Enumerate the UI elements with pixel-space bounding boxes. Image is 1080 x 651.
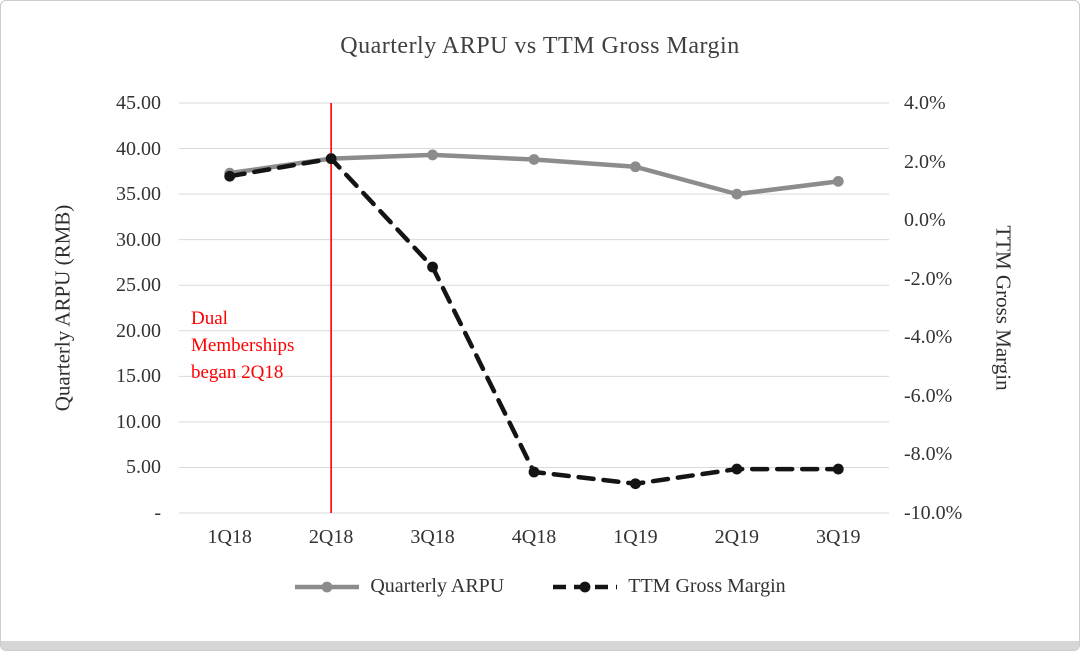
right-tick-label: -6.0% [904, 384, 953, 407]
x-tick-label: 1Q19 [613, 526, 658, 548]
data-point-marker [832, 463, 844, 475]
annotation-dual-memberships: Dual Memberships began 2Q18 [191, 305, 294, 386]
legend-label: TTM Gross Margin [628, 575, 786, 597]
right-tick-label: 2.0% [904, 150, 946, 173]
right-tick-label: 4.0% [904, 92, 946, 114]
annotation-line: began 2Q18 [191, 362, 284, 383]
data-point-marker [630, 161, 641, 173]
gridlines [179, 102, 889, 514]
ttm-gross-margin-series [224, 153, 844, 490]
bottom-bar [1, 641, 1079, 650]
data-point-marker [630, 478, 641, 490]
x-tick-label: 2Q19 [714, 526, 760, 548]
annotation-line: Memberships [191, 335, 295, 356]
left-tick-label: 5.00 [126, 456, 161, 479]
left-tick-label: 35.00 [116, 183, 161, 206]
legend-item: TTM Gross Margin [552, 575, 786, 598]
right-tick-label: -4.0% [904, 326, 953, 349]
left-tick-label: 45.00 [116, 92, 161, 114]
legend-line-sample-icon [553, 581, 618, 592]
data-point-marker [427, 261, 438, 273]
x-tick-label: 3Q18 [410, 526, 455, 548]
right-tick-label: -2.0% [904, 267, 953, 290]
data-point-marker [427, 149, 438, 161]
x-tick-label: 1Q18 [207, 526, 252, 548]
x-tick-label: 4Q18 [511, 526, 557, 548]
left-tick-label: 15.00 [116, 365, 161, 388]
left-tick-label: 30.00 [116, 228, 161, 251]
data-point-marker [731, 188, 743, 200]
annotation-line: Dual [191, 308, 228, 329]
right-tick-label: -10.0% [904, 502, 963, 524]
right-tick-label: 0.0% [904, 209, 946, 232]
left-tick-label: 40.00 [116, 137, 161, 160]
x-tick-label: 3Q19 [816, 526, 861, 548]
legend: Quarterly ARPU TTM Gross Margin [1, 575, 1079, 598]
legend-line-sample-icon [295, 581, 360, 592]
left-tick-label: 10.00 [116, 410, 161, 433]
data-point-marker [528, 466, 540, 478]
legend-label: Quarterly ARPU [370, 575, 505, 597]
chart-title: Quarterly ARPU vs TTM Gross Margin [340, 33, 740, 59]
quarterly-arpu-series [224, 149, 844, 200]
data-point-marker [731, 463, 743, 475]
data-point-marker [325, 153, 337, 165]
right-tick-label: -8.0% [904, 443, 953, 466]
left-tick-label: 20.00 [116, 319, 161, 342]
data-point-marker [528, 154, 540, 165]
legend-item: Quarterly ARPU [294, 575, 504, 598]
left-tick-label: - [154, 502, 161, 524]
data-point-marker [224, 170, 236, 182]
data-point-marker [832, 175, 844, 187]
left-tick-label: 25.00 [116, 274, 161, 297]
x-tick-label: 2Q18 [308, 526, 354, 548]
